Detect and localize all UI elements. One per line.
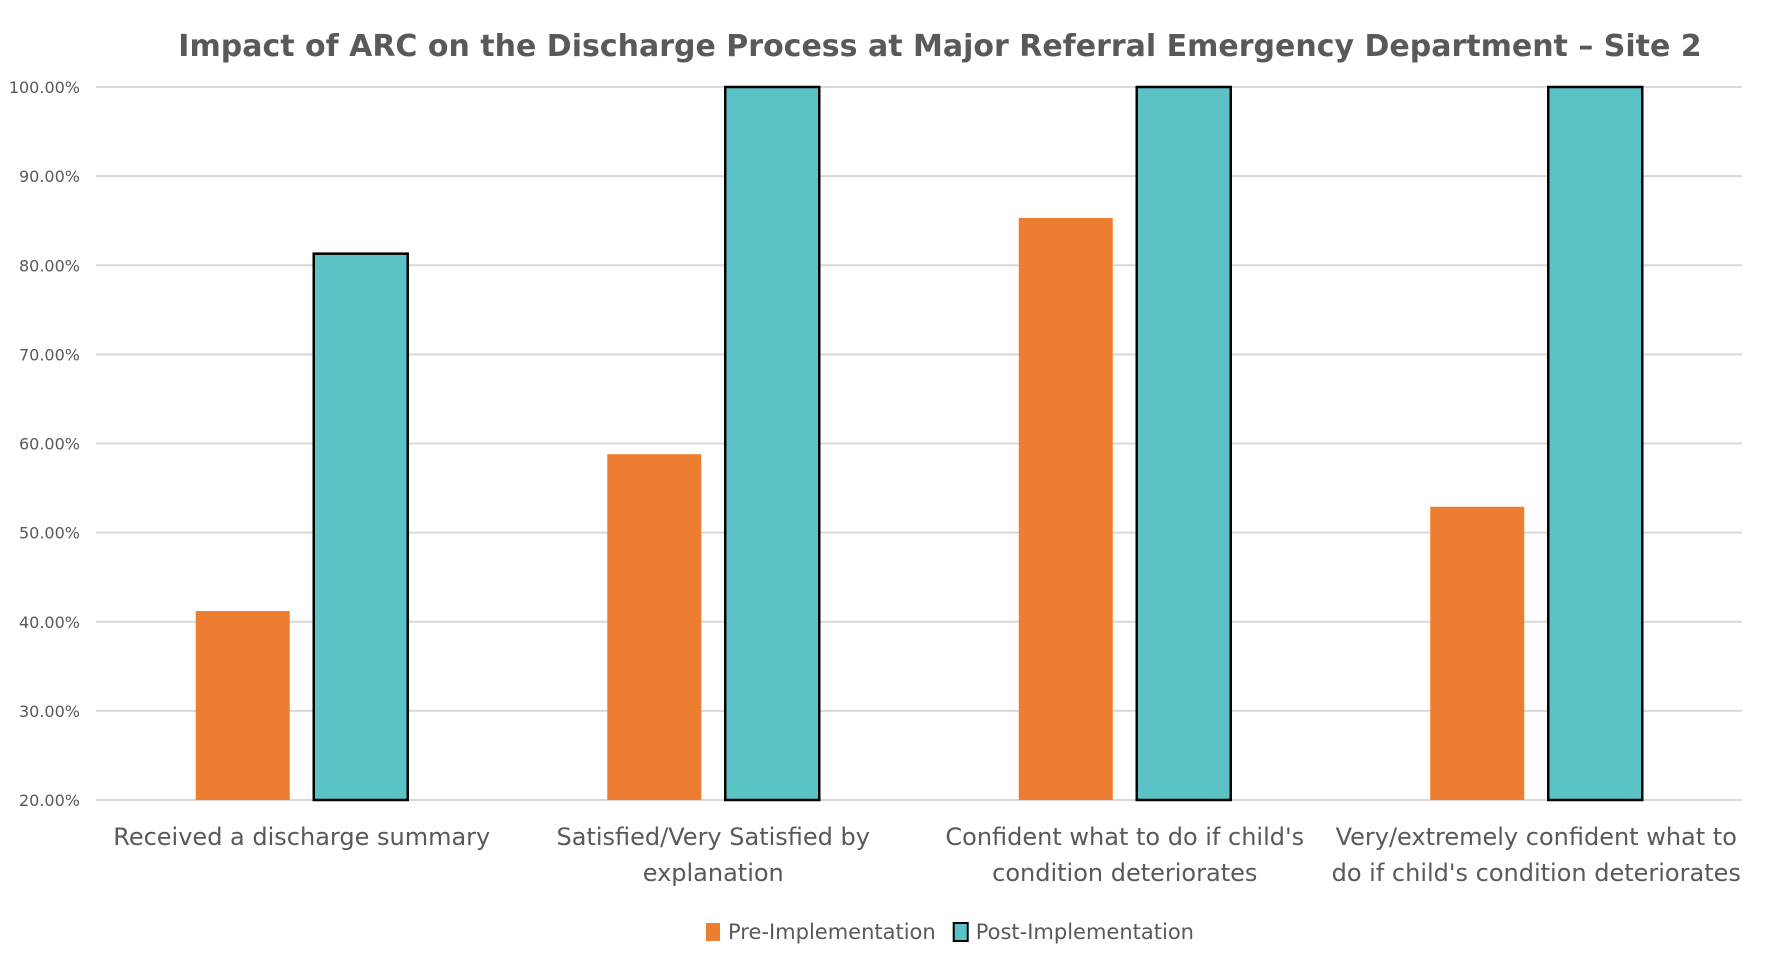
x-category-label: do if child's condition deteriorates — [1332, 859, 1741, 887]
legend-label: Post-Implementation — [976, 920, 1194, 944]
y-tick-label: 90.00% — [19, 167, 80, 186]
bar-pre-implementation — [195, 611, 290, 800]
legend-swatch — [706, 923, 720, 941]
y-tick-label: 40.00% — [19, 613, 80, 632]
y-tick-label: 60.00% — [19, 435, 80, 454]
bar-post-implementation — [1135, 85, 1232, 802]
bar-post-implementation — [312, 252, 409, 802]
y-tick-label: 20.00% — [19, 791, 80, 810]
bar-post-implementation — [724, 85, 821, 802]
y-tick-label: 30.00% — [19, 702, 80, 721]
bar-pre-implementation — [1430, 506, 1525, 800]
y-tick-label: 80.00% — [19, 256, 80, 275]
legend-label: Pre-Implementation — [728, 920, 936, 944]
x-category-label: Very/extremely confident what to — [1336, 823, 1737, 851]
y-tick-label: 70.00% — [19, 345, 80, 364]
x-category-label: Received a discharge summary — [113, 823, 490, 851]
x-category-label: Satisfied/Very Satisfied by — [557, 823, 870, 851]
legend: Pre-Implementation Post-Implementation — [706, 920, 1194, 944]
x-axis-categories: Received a discharge summary Satisfied/Ve… — [113, 823, 1741, 887]
bar-pre-implementation — [1018, 218, 1113, 801]
y-tick-label: 50.00% — [19, 524, 80, 543]
x-category-label: Confident what to do if child's — [945, 823, 1304, 851]
x-category-label: condition deteriorates — [992, 859, 1257, 887]
bar-post-implementation — [1547, 85, 1644, 802]
y-tick-label: 100.00% — [9, 78, 80, 97]
chart-title: Impact of ARC on the Discharge Process a… — [178, 29, 1701, 64]
bar-pre-implementation — [607, 454, 702, 800]
bars — [195, 85, 1644, 802]
x-category-label: explanation — [643, 859, 784, 887]
y-axis-ticks: 20.00% 30.00% 40.00% 50.00% 60.00% 70.00% 80.0… — [9, 78, 80, 810]
legend-swatch — [952, 922, 969, 942]
